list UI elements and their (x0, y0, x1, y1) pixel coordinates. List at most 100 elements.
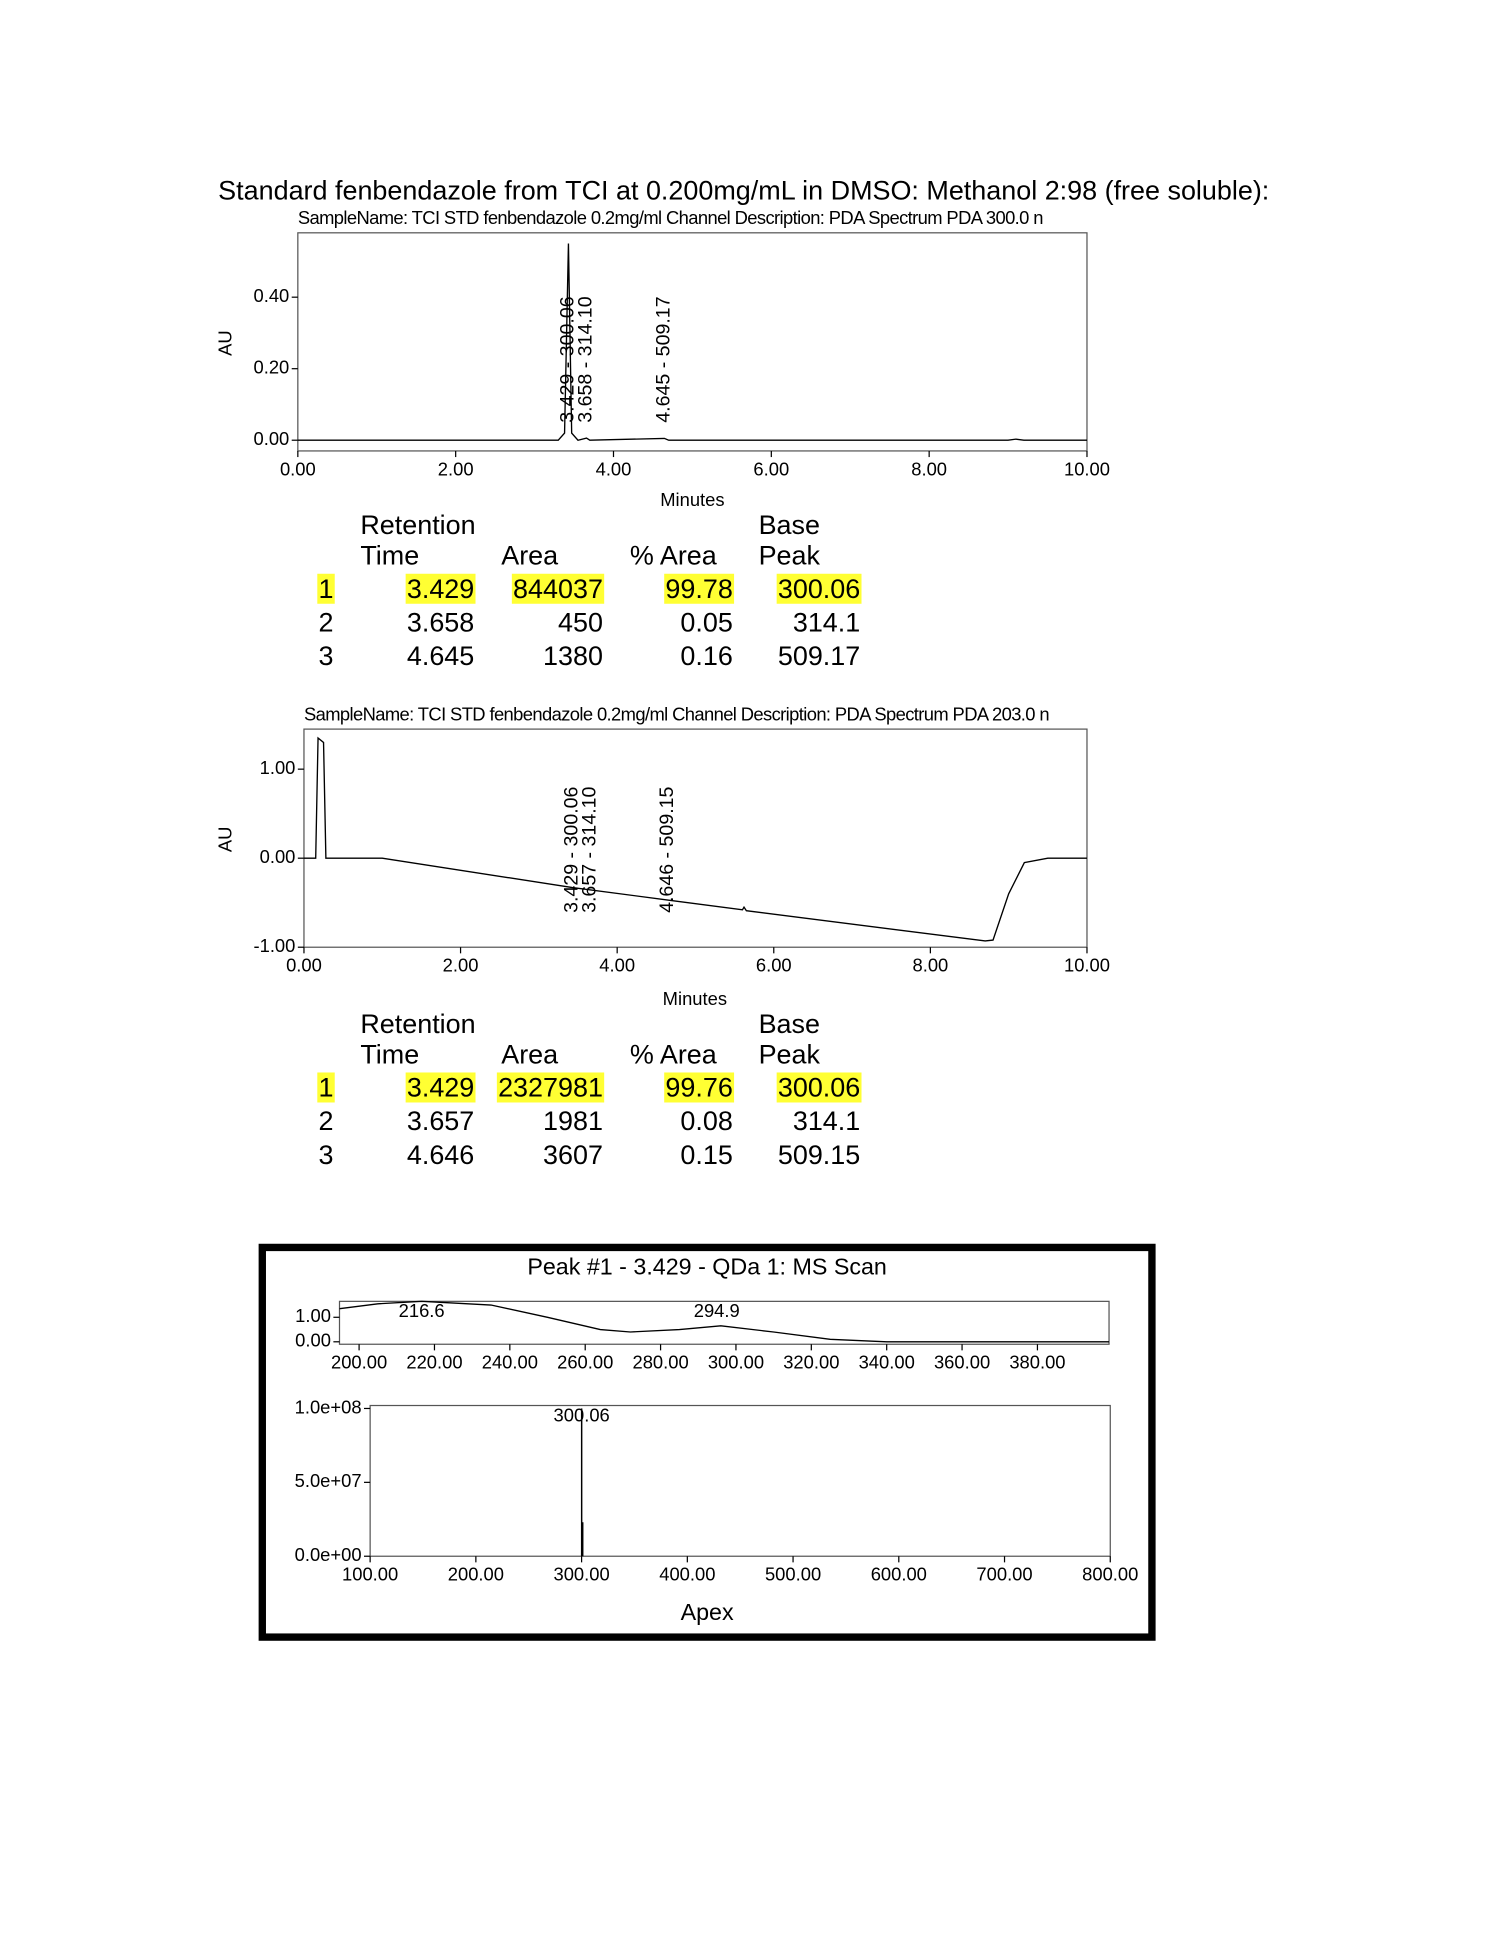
table-header: Time (360, 1039, 419, 1069)
x-tick-label: 240.00 (482, 1352, 538, 1373)
x-tick-label: 320.00 (783, 1352, 839, 1373)
data-line (339, 1300, 1110, 1343)
table-header: Area (501, 1039, 558, 1069)
table-cell: 4.646 (407, 1140, 474, 1170)
x-tick-label: 260.00 (557, 1352, 613, 1373)
table-header: Time (360, 541, 419, 571)
table-header: Base (759, 510, 820, 540)
y-tick-label: 0.40 (253, 285, 289, 306)
x-tick-label: 300.00 (708, 1352, 764, 1373)
peak-label: 300.06 (554, 1404, 610, 1425)
x-tick-label: 500.00 (765, 1564, 821, 1585)
x-tick-label: 4.00 (599, 955, 635, 976)
table-header: Base (759, 1009, 820, 1039)
y-axis-label: AU (215, 827, 236, 853)
page-title: Standard fenbendazole from TCI at 0.200m… (218, 176, 1269, 206)
y-tick-label: -1.00 (253, 935, 295, 956)
x-tick-label: 300.00 (553, 1564, 609, 1585)
x-tick-label: 0.00 (286, 955, 322, 976)
ms-peak (581, 1522, 584, 1557)
table-cell: 99.78 (665, 574, 732, 604)
x-tick-label: 6.00 (756, 955, 792, 976)
table-cell: 314.1 (793, 1106, 860, 1136)
data-line (303, 736, 1087, 942)
peak-label: 216.6 (399, 1300, 445, 1321)
x-axis-label: Minutes (663, 988, 727, 1009)
table-header: Peak (759, 541, 821, 571)
table-cell: 314.1 (793, 607, 860, 637)
y-tick-label: 0.00 (253, 428, 289, 449)
ms-panel-border (258, 1243, 1156, 1641)
row-index: 3 (319, 641, 334, 671)
plot-frame (338, 1300, 1110, 1345)
table-header: % Area (630, 541, 717, 571)
x-tick-label: 220.00 (406, 1352, 462, 1373)
highlight (317, 1072, 335, 1103)
highlight (664, 1072, 735, 1103)
plot-frame (303, 728, 1088, 948)
table-cell: 3.657 (407, 1106, 474, 1136)
row-index: 3 (319, 1140, 334, 1170)
highlight (776, 1072, 862, 1103)
table-cell: 0.16 (680, 641, 732, 671)
x-tick-label: 4.00 (596, 458, 632, 479)
y-axis-label: AU (215, 330, 236, 356)
x-tick-label: 100.00 (342, 1564, 398, 1585)
table-cell: 0.15 (680, 1140, 732, 1170)
highlight (664, 573, 735, 604)
table-header: Retention (360, 1009, 475, 1039)
table-cell: 300.06 (778, 1072, 860, 1102)
plot-frame (297, 232, 1088, 452)
table-header: Area (501, 541, 558, 571)
table-header: % Area (630, 1039, 717, 1069)
table-cell: 0.08 (680, 1106, 732, 1136)
table-cell: 1380 (543, 641, 603, 671)
table-cell: 2327981 (498, 1072, 603, 1102)
x-tick-label: 10.00 (1064, 458, 1110, 479)
table-cell: 844037 (513, 574, 603, 604)
y-tick-label: 0.00 (260, 846, 296, 867)
table-cell: 1981 (543, 1106, 603, 1136)
table-cell: 3607 (543, 1140, 603, 1170)
table-header: Peak (759, 1039, 821, 1069)
chart-subtitle: SampleName: TCI STD fenbendazole 0.2mg/m… (304, 703, 1049, 724)
x-tick-label: 200.00 (331, 1352, 387, 1373)
y-tick-label: 5.0e+07 (295, 1470, 362, 1491)
y-tick-label: 1.00 (260, 757, 296, 778)
chart-title: Peak #1 - 3.429 - QDa 1: MS Scan (527, 1253, 887, 1279)
table-cell: 3.658 (407, 607, 474, 637)
ms-peak (580, 1408, 583, 1557)
row-index: 2 (319, 607, 334, 637)
plot-frame (369, 1404, 1111, 1557)
x-tick-label: 800.00 (1082, 1564, 1138, 1585)
y-tick-label: 1.0e+08 (295, 1396, 362, 1417)
x-tick-label: 340.00 (859, 1352, 915, 1373)
x-tick-label: 600.00 (871, 1564, 927, 1585)
highlight (405, 1072, 476, 1103)
x-tick-label: 8.00 (911, 458, 947, 479)
y-tick-label: 0.20 (253, 357, 289, 378)
peak-label: 3.429 - 300.06 (557, 296, 579, 422)
x-tick-label: 6.00 (753, 458, 789, 479)
peak-label: 294.9 (694, 1300, 740, 1321)
table-cell: 509.17 (778, 641, 860, 671)
peak-label: 3.429 - 300.06 (561, 786, 583, 912)
row-index: 1 (319, 574, 334, 604)
x-tick-label: 10.00 (1064, 955, 1110, 976)
row-index: 1 (319, 1072, 334, 1102)
x-axis-label: Apex (681, 1599, 734, 1625)
y-tick-label: 1.00 (295, 1305, 331, 1326)
peak-label: 3.657 - 314.10 (578, 786, 600, 912)
highlight (496, 1072, 605, 1103)
x-tick-label: 8.00 (912, 955, 948, 976)
highlight (317, 573, 335, 604)
table-cell: 0.05 (680, 607, 732, 637)
x-axis-label: Minutes (660, 489, 724, 510)
peak-label: 4.645 - 509.17 (653, 296, 675, 422)
table-cell: 3.429 (407, 1072, 474, 1102)
x-tick-label: 2.00 (443, 955, 479, 976)
table-cell: 450 (558, 607, 603, 637)
table-cell: 99.76 (665, 1072, 732, 1102)
table-cell: 300.06 (778, 574, 860, 604)
